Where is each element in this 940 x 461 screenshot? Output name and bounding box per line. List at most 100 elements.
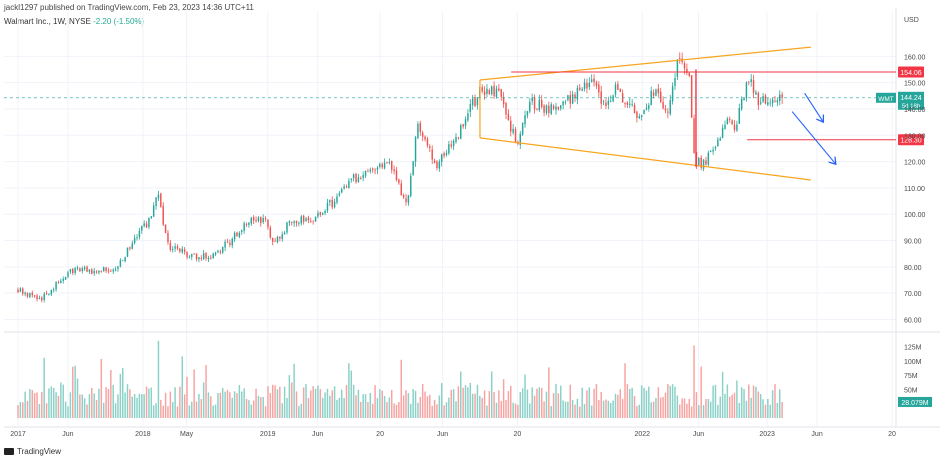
- volume-bar: [690, 406, 693, 418]
- volume-bar: [510, 385, 512, 418]
- candle-body: [52, 289, 55, 291]
- volume-bar: [155, 403, 157, 418]
- volume-bar: [505, 399, 507, 418]
- candle-body: [600, 91, 602, 104]
- candle-body: [714, 147, 717, 149]
- volume-bar: [205, 364, 207, 418]
- volume-bar: [41, 392, 43, 418]
- candle-body: [105, 267, 107, 272]
- candle-body: [393, 169, 395, 172]
- volume-bar: [274, 385, 276, 418]
- volume-bar: [19, 402, 22, 418]
- candle-body: [436, 161, 438, 169]
- volume-bar: [555, 383, 557, 418]
- volume-bar: [721, 371, 724, 418]
- volume-bar: [317, 385, 319, 418]
- price-tick-label: 90.00: [904, 239, 922, 246]
- volume-bar: [719, 396, 721, 418]
- candle-body: [564, 101, 567, 103]
- projection-arrow-0: [804, 92, 824, 122]
- volume-bar: [76, 378, 79, 418]
- volume-bar: [110, 369, 112, 418]
- volume-bar: [60, 382, 62, 418]
- candle-body: [33, 295, 36, 297]
- volume-bar: [662, 397, 664, 418]
- candle-body: [605, 102, 607, 107]
- candle-body: [210, 257, 212, 259]
- volume-bar: [762, 399, 764, 418]
- candle-body: [221, 246, 224, 253]
- candle-body: [633, 104, 636, 113]
- candle-body: [476, 97, 479, 106]
- volume-bar: [695, 392, 698, 418]
- candle-body: [467, 113, 469, 121]
- volume-bar: [212, 405, 214, 418]
- volume-bar: [193, 369, 195, 418]
- candle-body: [362, 175, 364, 179]
- volume-bar: [257, 395, 260, 418]
- volume-bar: [167, 406, 169, 418]
- candle-body: [490, 86, 493, 95]
- candle-body: [562, 101, 564, 106]
- candle-body: [743, 97, 745, 101]
- volume-bar: [55, 392, 57, 418]
- volume-bar: [169, 391, 172, 418]
- volume-bar: [100, 358, 103, 418]
- candle-body: [81, 268, 84, 272]
- volume-bar: [593, 388, 595, 418]
- volume-bar: [267, 386, 269, 418]
- candle-body: [17, 289, 19, 293]
- volume-bar: [750, 397, 752, 418]
- volume-bar: [262, 396, 264, 418]
- candle-body: [160, 193, 162, 207]
- volume-bar: [448, 397, 450, 418]
- candle-body: [736, 124, 738, 131]
- candle-body: [598, 84, 600, 93]
- volume-bar: [57, 395, 60, 418]
- volume-bar: [431, 405, 433, 418]
- time-tick-label: Jun: [312, 431, 323, 438]
- candle-body: [405, 198, 407, 203]
- candle-body: [588, 83, 591, 88]
- volume-bar: [312, 386, 314, 418]
- candle-body: [324, 211, 326, 214]
- candle-body: [412, 161, 414, 176]
- candle-body: [764, 95, 767, 104]
- volume-bar: [64, 401, 67, 418]
- candle-body: [443, 153, 445, 156]
- volume-bar: [460, 371, 462, 418]
- volume-bar: [652, 401, 655, 418]
- volume-bar: [667, 384, 669, 418]
- volume-bar: [176, 406, 179, 418]
- volume-bar: [752, 385, 755, 418]
- volume-bar: [571, 400, 574, 418]
- candle-body: [202, 253, 205, 259]
- price-change: -2.20 (-1.50%): [93, 17, 145, 26]
- volume-bar: [767, 398, 769, 418]
- volume-bar: [174, 387, 176, 418]
- candle-body: [579, 87, 581, 90]
- candle-body: [702, 159, 705, 169]
- price-tick-label: 120.00: [904, 160, 926, 167]
- volume-bar: [281, 403, 283, 418]
- candle-body: [774, 100, 776, 102]
- candle-body: [124, 257, 126, 262]
- volume-tick-label: 100M: [904, 359, 922, 366]
- volume-bar: [479, 395, 481, 418]
- candle-body: [176, 246, 179, 249]
- candle-body: [355, 173, 357, 183]
- volume-bar: [679, 404, 681, 418]
- volume-bar: [133, 394, 136, 418]
- volume-bar: [236, 393, 238, 418]
- volume-bar: [376, 398, 379, 418]
- volume-bar: [419, 397, 422, 418]
- candle-body: [260, 216, 262, 224]
- volume-bar: [67, 406, 69, 418]
- candle-body: [148, 218, 150, 227]
- candle-body: [519, 133, 522, 145]
- candle-body: [374, 169, 376, 171]
- volume-bar: [386, 402, 388, 418]
- time-tick-label: 2022: [634, 431, 650, 438]
- volume-bar: [490, 371, 493, 418]
